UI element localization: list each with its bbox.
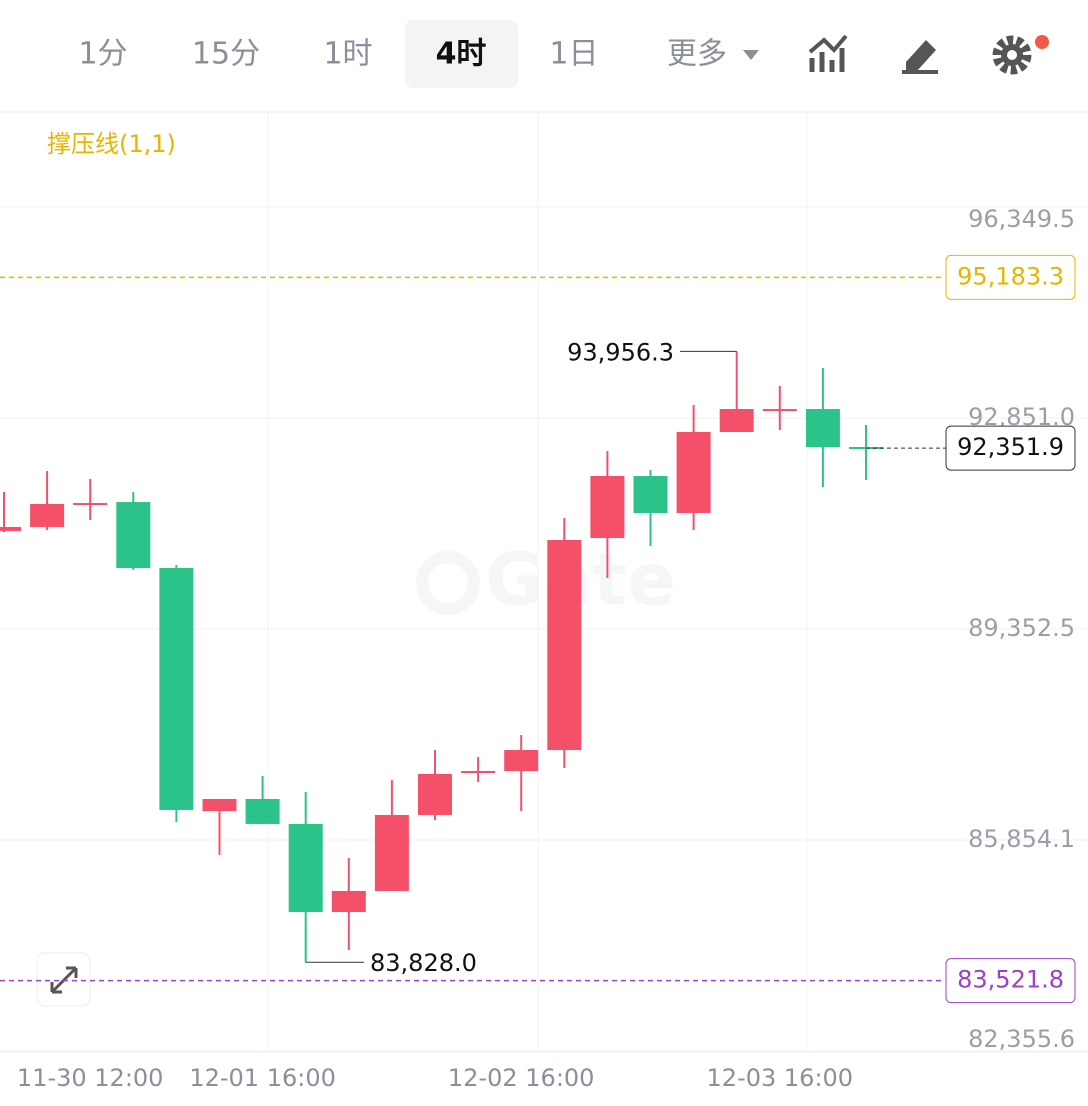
candle-body	[159, 567, 194, 810]
interval-tab[interactable]: 1分	[78, 37, 127, 72]
candle-body	[418, 773, 452, 815]
min-label: 83,828.0	[370, 949, 477, 977]
interval-tab[interactable]: 15分	[192, 37, 260, 72]
candle-body	[30, 504, 65, 527]
candle-body	[245, 798, 280, 824]
candle-body	[331, 890, 366, 913]
candle-body	[719, 409, 754, 432]
level-label: 83,521.8	[957, 966, 1064, 994]
pencil-base	[902, 70, 938, 74]
x-tick-label: 12-03 16:00	[707, 1064, 854, 1092]
interval-tabs: 1分 15分 1时 4时 1日 更多	[78, 37, 727, 72]
last-price-box	[945, 425, 1076, 471]
expand-button[interactable]	[36, 952, 91, 1007]
pencil	[906, 40, 936, 72]
candle-body	[762, 409, 797, 412]
x-tick-label: 11-30 12:00	[17, 1064, 164, 1092]
candle-body	[676, 431, 711, 513]
candle-body	[374, 814, 409, 891]
last-price-label: 92,351.9	[957, 433, 1064, 461]
candle-body	[116, 502, 151, 568]
draw-icon[interactable]	[902, 40, 938, 74]
x-tick-label: 12-02 16:00	[448, 1064, 595, 1092]
level-box	[945, 254, 1076, 300]
candle-body	[547, 540, 582, 751]
y-tick-label: 85,854.1	[968, 825, 1075, 853]
gear-hole	[1007, 50, 1017, 60]
candle-body	[73, 503, 108, 506]
interval-tab[interactable]: 1时	[323, 37, 372, 72]
max-label: 93,956.3	[567, 338, 674, 366]
interval-tab[interactable]: 1日	[549, 37, 598, 72]
gear	[992, 35, 1032, 75]
indicator-name: 撑压线(1,1)	[47, 130, 176, 158]
line-icon	[808, 34, 848, 54]
bars-icon	[809, 48, 845, 72]
candle-body	[633, 476, 668, 513]
active-tab-bg	[405, 20, 518, 88]
settings-icon[interactable]	[992, 35, 1049, 75]
candle-body	[590, 476, 625, 539]
candle-body	[805, 409, 840, 448]
candle-body	[0, 526, 21, 531]
indicator-icon[interactable]	[808, 34, 848, 72]
interval-tab[interactable]: 更多	[667, 37, 727, 72]
candle-body	[461, 771, 496, 774]
candle-body	[504, 750, 539, 772]
candle-body	[202, 798, 237, 811]
candle-body	[288, 823, 323, 913]
level-label: 95,183.3	[957, 262, 1064, 290]
notify-dot	[1035, 35, 1049, 49]
y-tick-label: 89,352.5	[968, 614, 1075, 642]
y-tick-label: 96,349.5	[968, 205, 1075, 233]
x-tick-label: 12-01 16:00	[189, 1064, 336, 1092]
interval-tab[interactable]: 4时	[436, 37, 487, 72]
y-tick-label: 82,355.6	[968, 1025, 1075, 1053]
level-box	[945, 958, 1076, 1004]
watermark-logo	[416, 551, 480, 615]
more-caret	[743, 50, 759, 60]
